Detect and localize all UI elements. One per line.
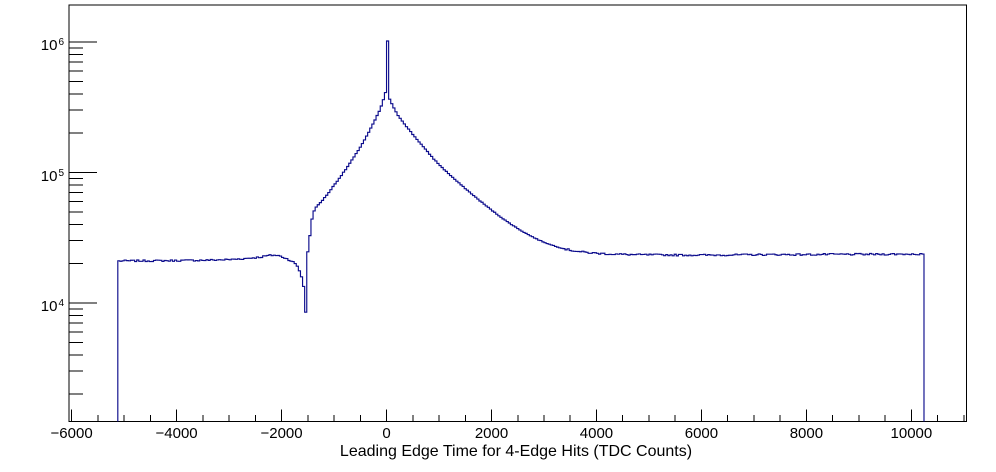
- x-axis-tick-label: 8000: [790, 425, 823, 442]
- y-axis-tick-label: 106: [40, 37, 64, 54]
- y-axis-tick-label: 105: [40, 167, 64, 185]
- x-axis-tick-label: 6000: [685, 425, 718, 442]
- y-axis-tick-label: 104: [40, 298, 64, 315]
- x-axis-tick-label: 4000: [580, 425, 613, 442]
- x-axis-title: Leading Edge Time for 4-Edge Hits (TDC C…: [339, 443, 693, 460]
- x-axis-tick-label: −2000: [260, 425, 302, 442]
- x-axis-tick-label: 10000: [891, 425, 933, 442]
- x-axis-tick-label: −4000: [156, 425, 198, 442]
- histogram-curve: [117, 40, 925, 422]
- x-axis-tick-label: 0: [382, 425, 390, 442]
- x-axis-tick-label: −6000: [51, 425, 93, 442]
- x-axis-tick-label: 2000: [475, 425, 508, 442]
- plot-frame: [68, 4, 967, 422]
